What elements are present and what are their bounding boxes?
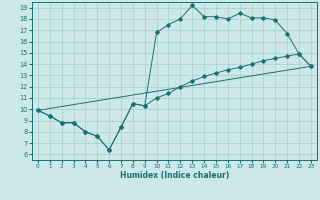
X-axis label: Humidex (Indice chaleur): Humidex (Indice chaleur) — [120, 171, 229, 180]
